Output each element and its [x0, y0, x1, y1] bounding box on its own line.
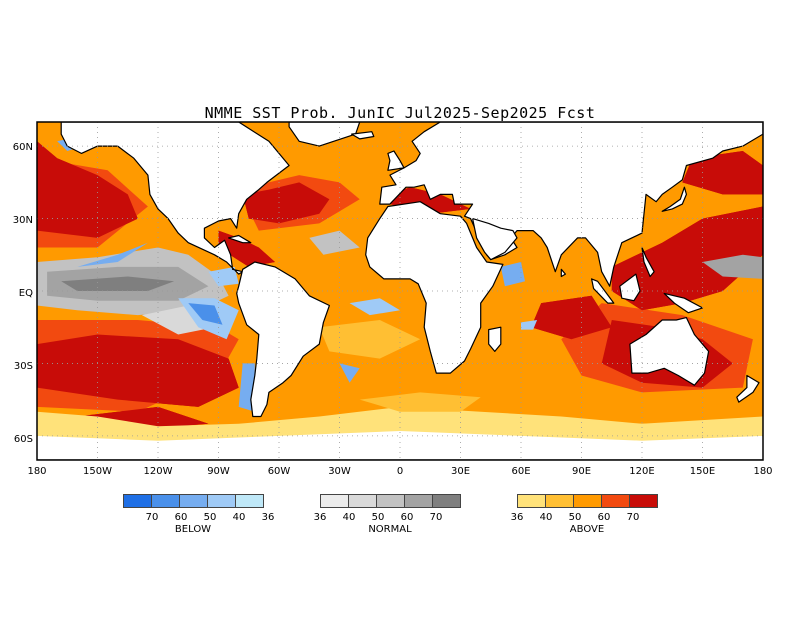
- legend-above-tick: 50: [568, 512, 582, 523]
- legend-below-swatch-2: [151, 494, 180, 508]
- lat-label-30n: 30N: [13, 215, 33, 226]
- legend-above-swatch-4: [601, 494, 630, 508]
- south-america-land: [236, 261, 330, 418]
- below-normal-region-6: [521, 320, 538, 330]
- graticule: [37, 122, 763, 460]
- red-core-top-3: [611, 206, 763, 311]
- lon-label-120w: 120W: [144, 466, 173, 477]
- legend-normal-tick: 60: [400, 512, 414, 523]
- legend-normal-swatch-4: [404, 494, 433, 508]
- africa-land: [365, 201, 504, 374]
- legend-below: 70 60 50 40 36 BELOW: [123, 494, 274, 535]
- normal-region-atlantic: [309, 230, 360, 255]
- lat-label-60s: 60S: [14, 434, 33, 445]
- borneo-land: [619, 273, 641, 302]
- legend-normal-tick: 36: [313, 512, 327, 523]
- legend-above-swatch-2: [545, 494, 574, 508]
- red-core-top-1: [37, 334, 239, 407]
- sri-lanka-land: [560, 268, 566, 278]
- north-america-land: [60, 122, 290, 275]
- legend-above-swatch-3: [573, 494, 602, 508]
- legend-normal-name: NORMAL: [368, 524, 412, 535]
- legend-above-swatch-5: [629, 494, 658, 508]
- greenland-land: [288, 122, 361, 147]
- lon-label-0: 0: [397, 466, 403, 477]
- legend-below-tick: 60: [174, 512, 188, 523]
- legend-normal-tick: 50: [371, 512, 385, 523]
- legend-above-tick: 70: [626, 512, 640, 523]
- red-core-top-0: [37, 141, 138, 238]
- lon-label-180w: 180: [27, 466, 46, 477]
- legend-below-swatch-1: [123, 494, 152, 508]
- normal-region-pacific-strong: [61, 276, 175, 291]
- legend-normal-swatch-2: [348, 494, 377, 508]
- lat-label-eq: EQ: [19, 288, 33, 299]
- red-core-top-6: [531, 295, 612, 340]
- legend-normal-swatch-1: [320, 494, 349, 508]
- legend-above-tick: 40: [539, 512, 553, 523]
- lon-label-60e: 60E: [511, 466, 530, 477]
- legend-normal-tick: 70: [429, 512, 443, 523]
- lon-label-150w: 150W: [83, 466, 112, 477]
- uk-land: [387, 150, 405, 171]
- red-core-top-2: [242, 182, 330, 224]
- legend-below-swatch-5: [235, 494, 264, 508]
- map-frame: [37, 122, 763, 460]
- lon-label-180e: 180: [753, 466, 772, 477]
- legend-below-tick: 40: [232, 512, 246, 523]
- below-normal-region-9: [339, 363, 360, 383]
- lat-label-30s: 30S: [14, 361, 33, 372]
- new-guinea-land: [663, 292, 704, 314]
- lon-label-90e: 90E: [572, 466, 591, 477]
- arabia-land: [472, 218, 518, 261]
- normal-region-west-pacific: [702, 254, 763, 279]
- lat-axis: 60N 30N EQ 30S 60S: [13, 142, 33, 445]
- south-atlantic-weak: [319, 320, 421, 359]
- legend-above: 36 40 50 60 70 ABOVE: [511, 494, 658, 535]
- legend-below-tick: 36: [261, 512, 275, 523]
- lon-axis: 180 150W 120W 90W 60W 30W 0 30E 60E 90E …: [27, 466, 772, 477]
- legend-normal-tick: 40: [342, 512, 356, 523]
- cuba-land: [228, 234, 252, 244]
- lat-label-60n: 60N: [13, 142, 33, 153]
- legend-below-name: BELOW: [174, 524, 212, 535]
- legend-below-tick: 70: [145, 512, 159, 523]
- iceland-land: [351, 131, 375, 140]
- legend-normal-swatch-3: [376, 494, 405, 508]
- legend-normal: 36 40 50 60 70 NORMAL: [314, 494, 461, 535]
- legend-below-tick: 50: [203, 512, 217, 523]
- legend-above-name: ABOVE: [569, 524, 605, 535]
- map-border: [36, 121, 764, 461]
- lon-label-150e: 150E: [690, 466, 715, 477]
- legend-above-swatch-1: [517, 494, 546, 508]
- australia-land: [629, 317, 710, 386]
- lon-label-30w: 30W: [328, 466, 351, 477]
- below-normal-region-5: [500, 262, 525, 287]
- lon-label-60w: 60W: [268, 466, 291, 477]
- legend-below-swatch-4: [207, 494, 236, 508]
- lon-label-120e: 120E: [629, 466, 654, 477]
- legend-above-tick: 36: [510, 512, 524, 523]
- lon-label-30e: 30E: [451, 466, 470, 477]
- eurasia-land: [379, 122, 763, 287]
- red-core-top-8: [682, 151, 763, 195]
- south-atlantic-yellow: [359, 392, 481, 412]
- below-normal-region-4: [349, 298, 400, 316]
- legend-normal-swatch-5: [432, 494, 461, 508]
- japan-land: [661, 186, 687, 212]
- lon-label-90w: 90W: [207, 466, 230, 477]
- legend-above-tick: 60: [597, 512, 611, 523]
- below-normal-strong: [188, 303, 223, 325]
- below-normal-region-2: [208, 266, 239, 287]
- madagascar-land: [488, 326, 502, 352]
- land-masses: [37, 122, 763, 460]
- below-normal-region-1: [77, 242, 148, 267]
- map-title: NMME SST Prob. JunIC Jul2025-Sep2025 Fcs…: [204, 104, 596, 122]
- philippines-land: [641, 246, 655, 278]
- legend-below-swatch-3: [179, 494, 208, 508]
- new-zealand-land: [736, 374, 760, 403]
